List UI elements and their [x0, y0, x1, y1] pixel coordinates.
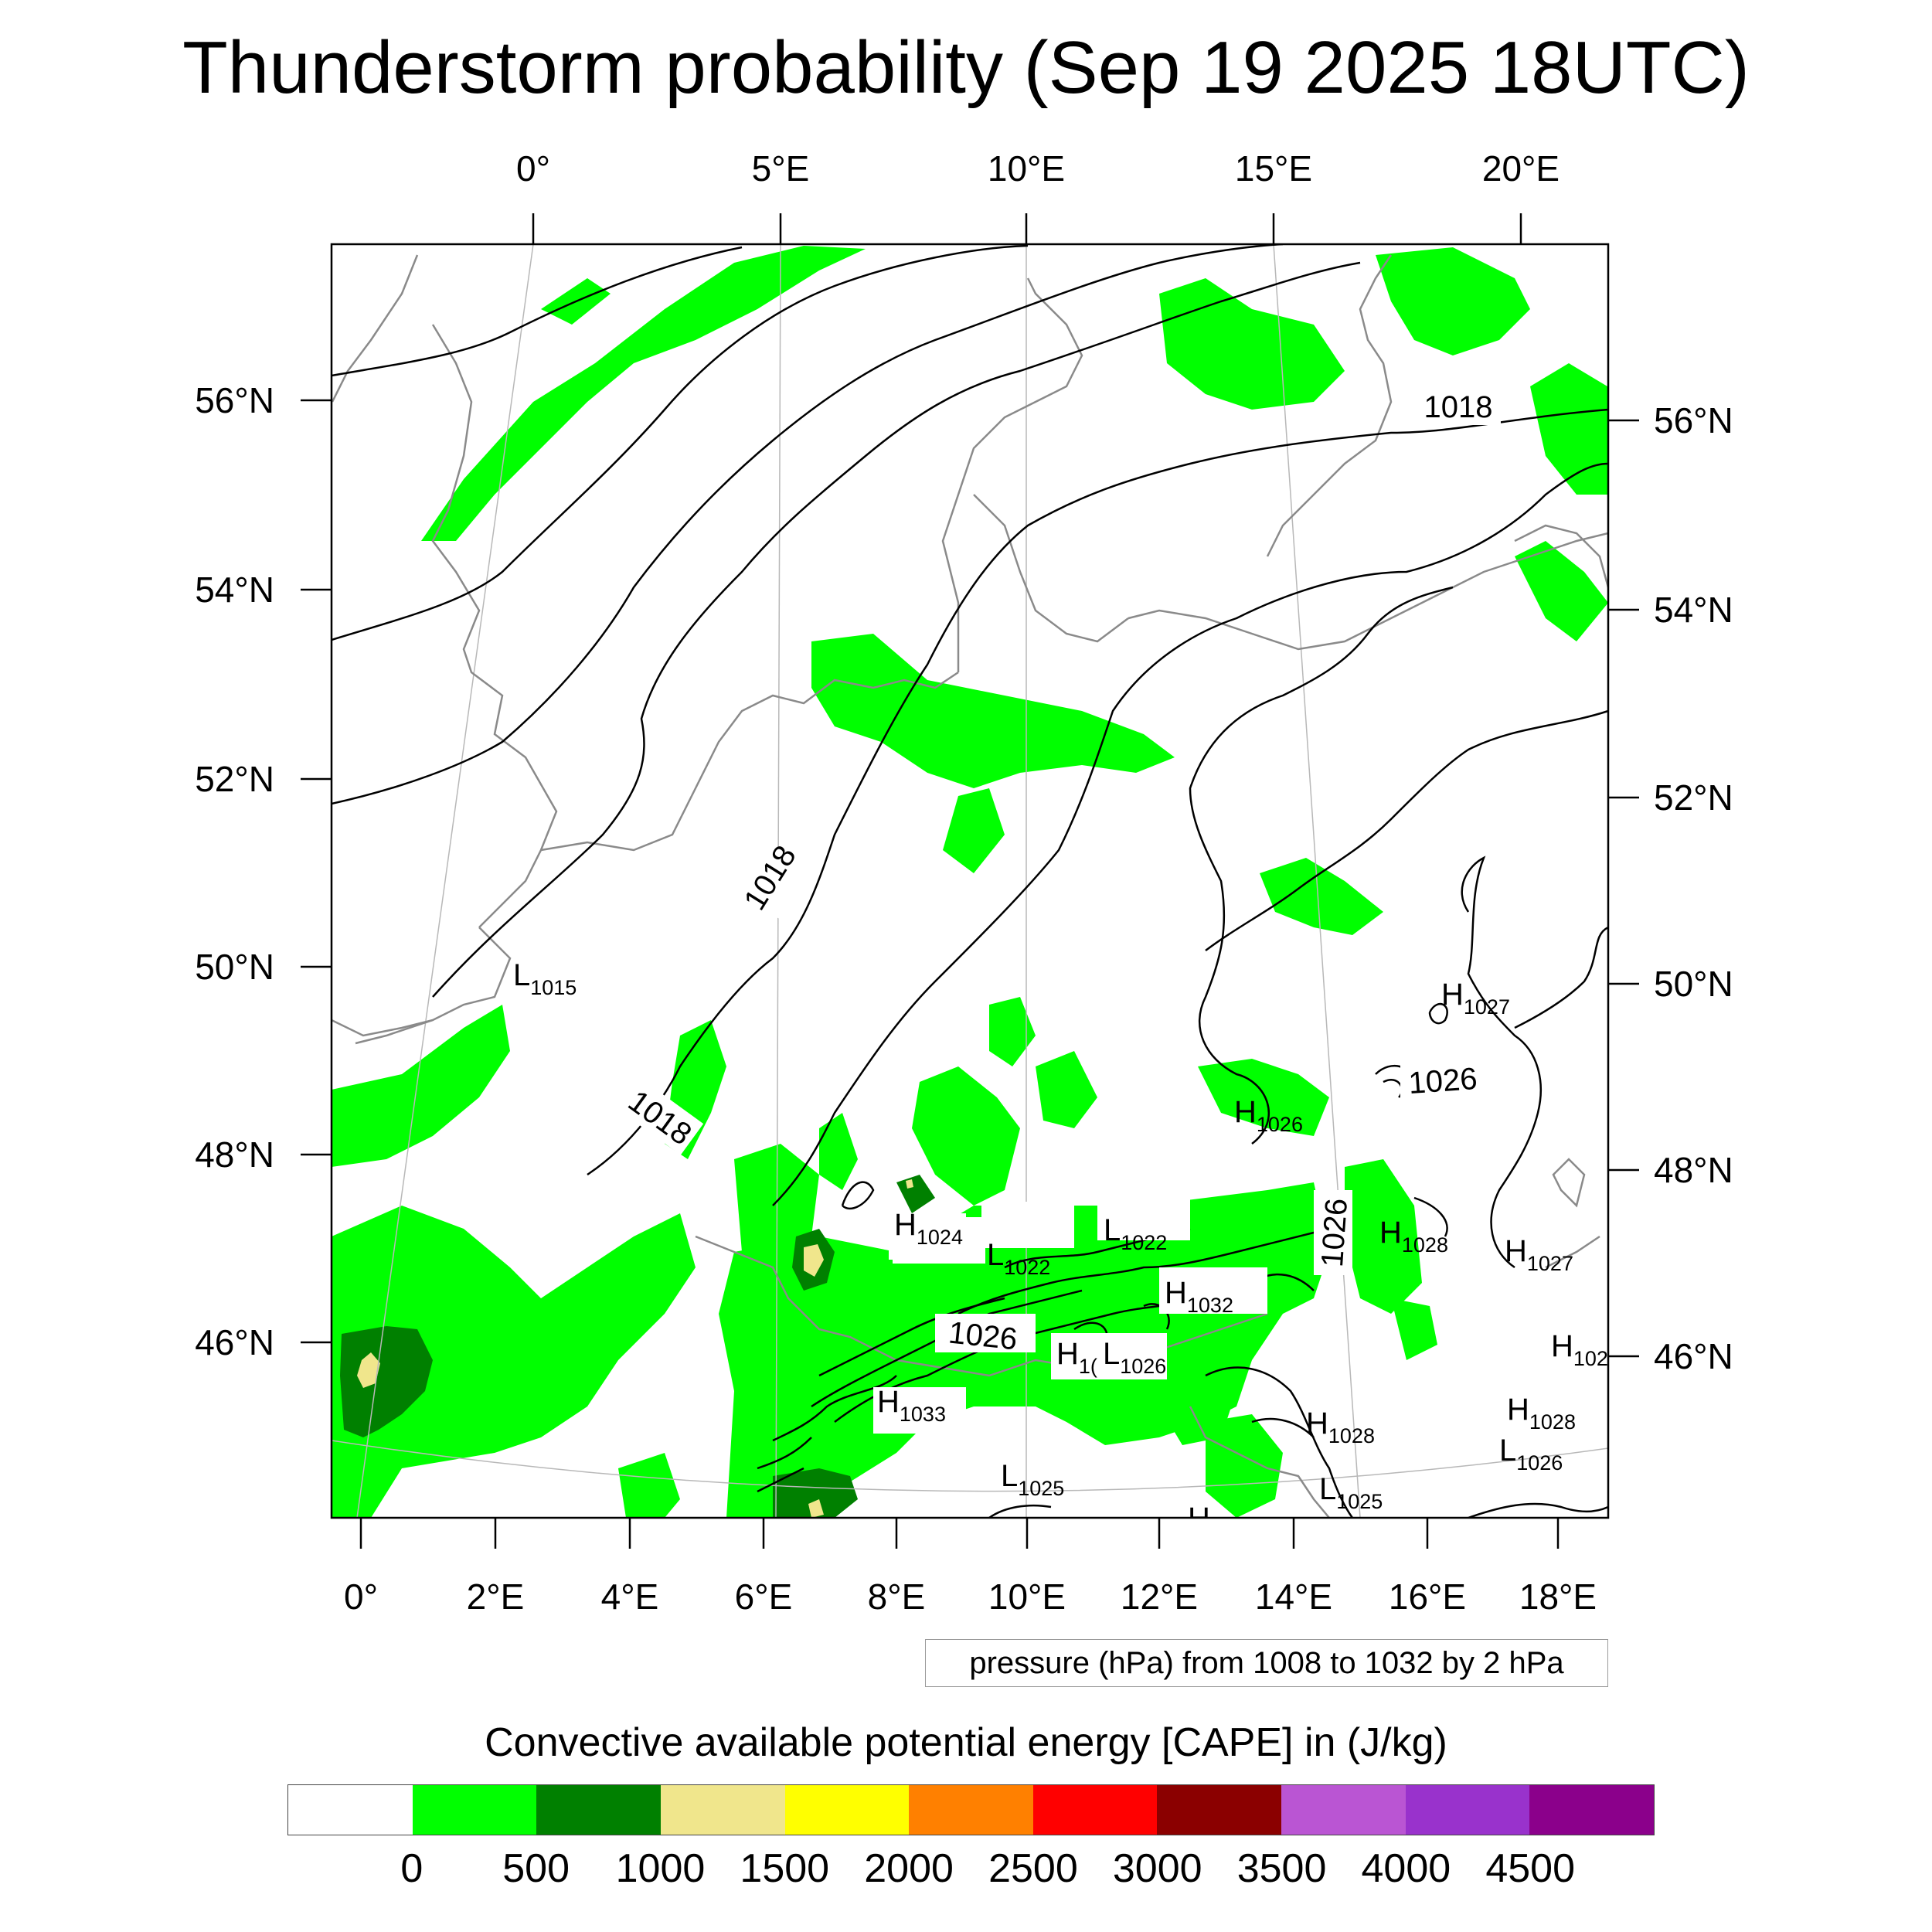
colorbar-label: 0: [400, 1846, 423, 1891]
map-frame: [330, 243, 1610, 1519]
chart-title: Thunderstorm probability (Sep 19 2025 18…: [182, 26, 1750, 109]
right-axis-label: 46°N: [1654, 1336, 1733, 1376]
left-axis-label: 54°N: [195, 570, 274, 610]
cape-shading-1000-1500: [357, 1179, 913, 1518]
pressure-center: H1025: [1188, 1502, 1257, 1543]
colorbar-swatch: [660, 1785, 785, 1835]
colorbar-swatch: [536, 1785, 661, 1835]
colorbar-swatch: [784, 1785, 910, 1835]
pressure-center: L1026: [1499, 1434, 1563, 1475]
tick-marks: [301, 213, 1639, 1549]
colorbar-label: 2500: [988, 1846, 1078, 1891]
bottom-axis-label: 18°E: [1519, 1577, 1597, 1617]
colorbar-label: 3000: [1112, 1846, 1202, 1891]
bottom-axis-label: 14°E: [1255, 1577, 1332, 1617]
pressure-center: H1(: [1056, 1337, 1097, 1378]
pressure-center: H1028: [1507, 1393, 1576, 1434]
bottom-axis-label: 2°E: [467, 1577, 525, 1617]
left-axis-label: 56°N: [195, 380, 274, 420]
right-axis-label: 54°N: [1654, 590, 1733, 630]
pressure-center: L1026: [1103, 1337, 1166, 1378]
colorbar-label: 2000: [864, 1846, 954, 1891]
colorbar-label: 4500: [1485, 1846, 1576, 1891]
cape-shading-0-500: [332, 246, 1608, 1518]
pressure-center: H1028: [1379, 1216, 1448, 1257]
bottom-axis-label: 12°E: [1121, 1577, 1198, 1617]
pressure-center: L1022: [987, 1238, 1050, 1279]
bottom-axis: 0° 2°E 4°E 6°E 8°E 10°E 12°E 14°E 16°E 1…: [344, 1577, 1597, 1617]
pressure-center: H102: [1551, 1329, 1608, 1370]
graticule: [332, 244, 1608, 1518]
colorbar: [287, 1784, 1655, 1835]
pressure-center: H1024: [894, 1208, 963, 1249]
contour-info-box: pressure (hPa) from 1008 to 1032 by 2 hP…: [925, 1639, 1608, 1687]
pressure-center: H1026: [1234, 1095, 1303, 1136]
contour-label-1026-east: 1026: [1315, 1197, 1354, 1268]
right-axis-label: 56°N: [1654, 400, 1733, 440]
colorbar-labels: 0 500 1000 1500 2000 2500 3000 3500 4000…: [0, 1843, 1932, 1897]
left-axis-label: 50°N: [195, 947, 274, 987]
colorbar-label: 500: [502, 1846, 570, 1891]
colorbar-swatch: [1405, 1785, 1530, 1835]
bottom-axis-label: 8°E: [868, 1577, 926, 1617]
isobars: [332, 244, 1608, 1518]
right-axis-label: 52°N: [1654, 777, 1733, 818]
colorbar-label: 4000: [1361, 1846, 1451, 1891]
colorbar-swatch: [412, 1785, 537, 1835]
colorbar-label: 1000: [615, 1846, 706, 1891]
top-axis-label: 0°: [516, 148, 550, 189]
top-axis-label: 10°E: [988, 148, 1065, 189]
bottom-axis-label: 6°E: [735, 1577, 793, 1617]
colorbar-swatch: [1529, 1785, 1655, 1835]
colorbar-swatch: [1032, 1785, 1158, 1835]
pressure-center: L1025: [1001, 1459, 1064, 1500]
pressure-center: H1033: [877, 1385, 946, 1426]
top-axis: 0° 5°E 10°E 15°E 20°E: [516, 148, 1560, 189]
bottom-axis-label: 10°E: [988, 1577, 1066, 1617]
top-axis-label: 5°E: [752, 148, 810, 189]
right-axis-label: 50°N: [1654, 964, 1733, 1004]
left-axis-label: 52°N: [195, 759, 274, 799]
pressure-center: L1025: [1319, 1472, 1383, 1513]
bottom-axis-label: 0°: [344, 1577, 378, 1617]
pressure-center: L1022: [1104, 1213, 1167, 1254]
colorbar-swatch: [1157, 1785, 1282, 1835]
colorbar-swatch: [288, 1785, 413, 1835]
pressure-center: L1015: [513, 958, 577, 999]
colorbar-label: 3500: [1236, 1846, 1327, 1891]
colorbar-swatch: [909, 1785, 1033, 1835]
top-axis-label: 15°E: [1235, 148, 1312, 189]
legend-title: Convective available potential energy [C…: [485, 1720, 1447, 1765]
pressure-center: H1027: [1505, 1234, 1573, 1275]
top-axis-label: 20°E: [1482, 148, 1560, 189]
bottom-axis-label: 4°E: [601, 1577, 659, 1617]
pressure-center: H1027: [1441, 978, 1510, 1019]
contour-label-1026-far-east: 1026: [1407, 1062, 1478, 1100]
colorbar-label: 1500: [740, 1846, 830, 1891]
right-axis: 56°N 54°N 52°N 50°N 48°N 46°N: [1654, 400, 1733, 1376]
left-axis: 56°N 54°N 52°N 50°N 48°N 46°N: [195, 380, 274, 1362]
pressure-center: H1032: [1165, 1276, 1233, 1317]
bottom-axis-label: 16°E: [1389, 1577, 1466, 1617]
label-backgrounds: [617, 386, 1501, 1434]
contour-label-1026-alps: 1026: [947, 1315, 1019, 1356]
pressure-center: H1028: [1306, 1406, 1375, 1447]
right-axis-label: 48°N: [1654, 1150, 1733, 1190]
left-axis-label: 48°N: [195, 1134, 274, 1175]
contour-label-1018-north: 1018: [1424, 390, 1493, 424]
colorbar-swatch: [1281, 1785, 1406, 1835]
left-axis-label: 46°N: [195, 1322, 274, 1362]
pressure-centers: L1015 H1027 H1026 H1024 L1022 L1022 H102…: [513, 958, 1608, 1543]
